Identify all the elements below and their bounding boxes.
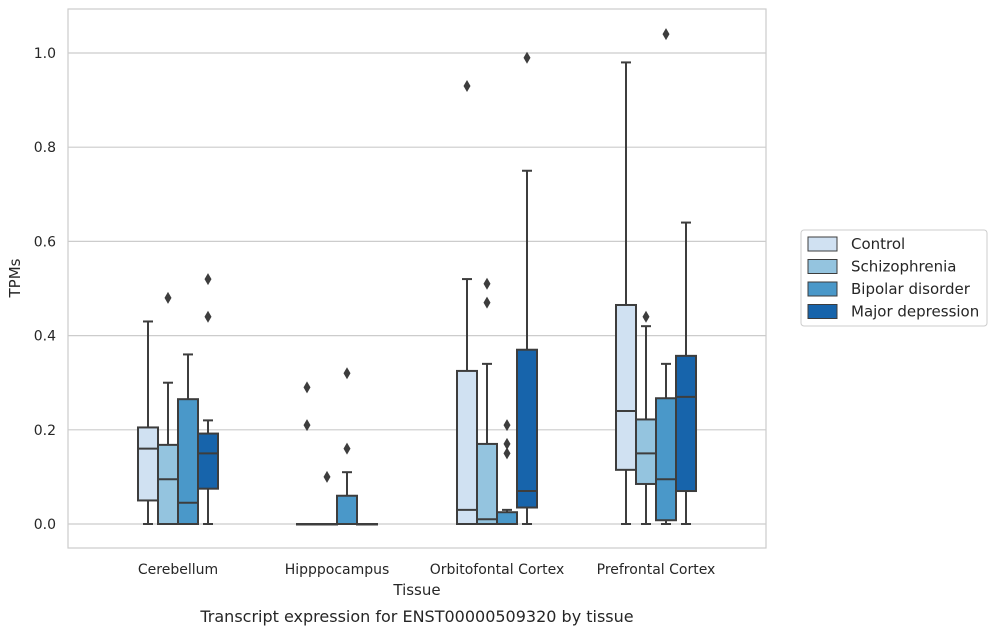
y-axis-label: TPMs xyxy=(6,258,24,298)
y-tick-label: 0.8 xyxy=(34,140,56,156)
x-tick-label: Hipppocampus xyxy=(285,562,390,578)
outlier-point xyxy=(323,470,331,483)
y-tick-labels: 0.0 0.2 0.4 0.6 0.8 1.0 xyxy=(34,46,56,533)
box-groups xyxy=(137,28,697,526)
box-schizophrenia xyxy=(316,470,338,526)
outlier-point xyxy=(523,51,531,64)
box-control xyxy=(296,381,318,526)
y-tick-label: 0.0 xyxy=(34,517,56,533)
box-iqr xyxy=(137,426,159,502)
outlier-point xyxy=(303,419,311,432)
box-bipolar-disorder xyxy=(496,419,518,525)
box-iqr xyxy=(456,369,478,525)
box-iqr xyxy=(496,511,518,525)
outlier-point xyxy=(303,381,311,394)
box-bipolar-disorder xyxy=(655,28,677,525)
legend-swatch xyxy=(807,281,838,297)
outlier-point xyxy=(503,419,511,432)
x-tick-labels: Cerebellum Hipppocampus Orbitofontal Corte… xyxy=(138,562,715,578)
box-iqr xyxy=(177,398,199,525)
legend-label: Control xyxy=(851,235,905,253)
box-control xyxy=(137,320,159,525)
x-tick-label: Orbitofontal Cortex xyxy=(430,562,565,578)
y-tick-label: 1.0 xyxy=(34,46,56,62)
x-tick-label: Prefrontal Cortex xyxy=(597,562,716,578)
box-iqr xyxy=(516,348,538,509)
outlier-point xyxy=(343,367,351,380)
outlier-point xyxy=(503,437,511,450)
outlier-point xyxy=(503,447,511,460)
legend-swatch xyxy=(807,304,838,319)
box-control xyxy=(456,79,478,525)
legend-swatch xyxy=(807,236,838,252)
outlier-point xyxy=(204,310,212,323)
plot-area-frame xyxy=(67,8,767,549)
x-axis-label: Tissue xyxy=(392,581,440,599)
box-iqr xyxy=(336,494,358,525)
box-iqr xyxy=(615,303,637,471)
legend-swatch xyxy=(807,259,838,274)
box-schizophrenia xyxy=(476,277,498,525)
box-major-depression xyxy=(675,221,697,525)
box-iqr xyxy=(197,432,219,490)
outlier-point xyxy=(204,273,212,286)
outlier-point xyxy=(343,442,351,455)
outlier-point xyxy=(483,277,491,290)
y-tick-label: 0.4 xyxy=(34,329,56,345)
outlier-point xyxy=(164,291,172,304)
box-major-depression xyxy=(356,523,378,526)
legend-label: Major depression xyxy=(851,303,979,321)
box-bipolar-disorder xyxy=(177,353,199,525)
box-major-depression xyxy=(516,51,538,525)
legend-label: Bipolar disorder xyxy=(851,280,971,298)
outlier-point xyxy=(642,310,650,323)
box-schizophrenia xyxy=(635,310,657,525)
box-control xyxy=(615,61,637,525)
y-tick-label: 0.2 xyxy=(34,423,56,439)
box-iqr xyxy=(476,442,498,525)
legend: Control Schizophrenia Bipolar disorder Majo… xyxy=(800,229,988,327)
box-bipolar-disorder xyxy=(336,367,358,525)
box-major-depression xyxy=(197,273,219,525)
x-tick-label: Cerebellum xyxy=(138,562,218,578)
outlier-point xyxy=(662,28,670,41)
box-iqr xyxy=(655,397,677,522)
y-tick-label: 0.6 xyxy=(34,234,56,250)
legend-label: Schizophrenia xyxy=(851,258,956,276)
outlier-point xyxy=(463,79,471,92)
box-iqr xyxy=(635,418,657,485)
legend-frame xyxy=(800,229,988,327)
box-schizophrenia xyxy=(157,291,179,526)
chart-caption: Transcript expression for ENST0000050932… xyxy=(199,607,633,626)
outlier-point xyxy=(483,296,491,309)
box-iqr xyxy=(675,354,697,493)
box-iqr xyxy=(157,443,179,526)
